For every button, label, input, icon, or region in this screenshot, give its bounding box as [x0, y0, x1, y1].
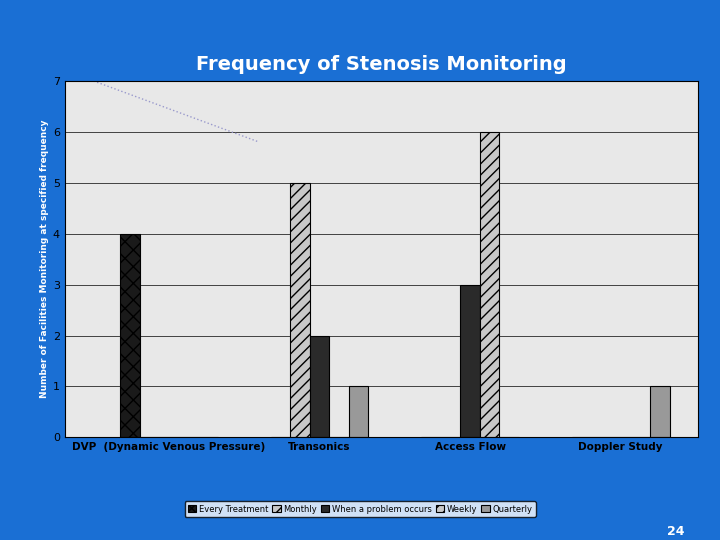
- Bar: [650, 387, 670, 437]
- Y-axis label: Number of Facilities Monitoring at specified frequency: Number of Facilities Monitoring at speci…: [40, 120, 49, 399]
- Bar: [310, 335, 329, 437]
- Bar: [480, 132, 500, 437]
- Bar: [290, 183, 310, 437]
- Text: 24: 24: [667, 524, 684, 538]
- Bar: [460, 285, 480, 437]
- Bar: [349, 387, 369, 437]
- Bar: [120, 234, 140, 437]
- Legend: Every Treatment, Monthly, When a problem occurs, Weekly, Quarterly: Every Treatment, Monthly, When a problem…: [184, 501, 536, 517]
- Title: Frequency of Stenosis Monitoring: Frequency of Stenosis Monitoring: [197, 55, 567, 74]
